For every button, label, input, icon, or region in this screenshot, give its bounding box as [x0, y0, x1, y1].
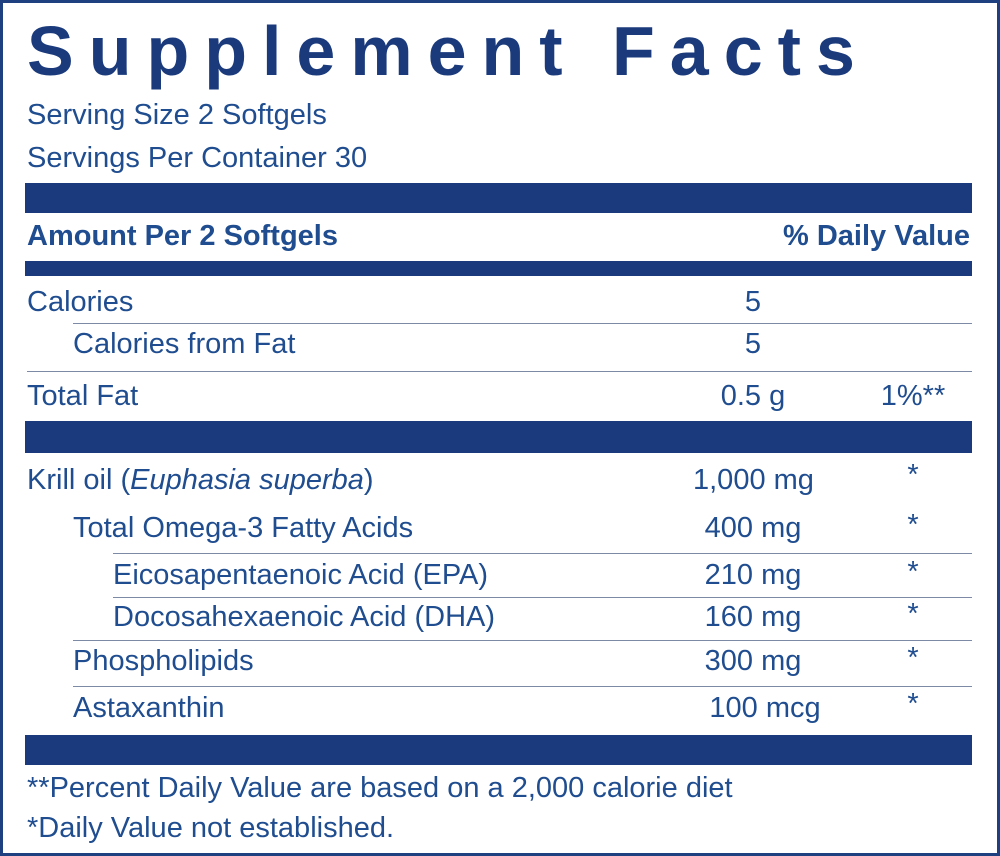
row-amount: 400 mg: [704, 512, 802, 544]
row-name: Total Fat: [27, 380, 139, 412]
row-name: Astaxanthin: [73, 692, 225, 724]
row-daily-value: *: [907, 556, 919, 588]
row-line: [73, 686, 972, 687]
servings-per-container: Servings Per Container 30: [27, 142, 368, 174]
row-name: Docosahexaenoic Acid (DHA): [113, 601, 496, 633]
row-daily-value: 1%**: [880, 380, 946, 412]
row-daily-value: *: [907, 459, 919, 491]
header-daily-value: % Daily Value: [783, 220, 970, 252]
footnote: *Daily Value not established.: [27, 812, 395, 844]
row-amount: 5: [744, 286, 762, 318]
row-name: Calories from Fat: [73, 328, 296, 360]
row-amount: 300 mg: [704, 645, 802, 677]
row-amount: 1,000 mg: [693, 464, 814, 496]
row-name: Total Omega-3 Fatty Acids: [73, 512, 414, 544]
row-line: [27, 371, 972, 372]
row-amount: 0.5 g: [720, 380, 786, 412]
divider-bar: [25, 183, 972, 213]
name-italic: Euphasia superba: [130, 464, 364, 496]
row-daily-value: *: [907, 598, 919, 630]
row-daily-value: *: [907, 688, 919, 720]
row-amount: 100 mcg: [709, 692, 821, 724]
row-daily-value: *: [907, 642, 919, 674]
row-daily-value: *: [907, 509, 919, 541]
row-line: [73, 323, 972, 324]
row-name: Calories: [27, 286, 134, 318]
row-line: [73, 640, 972, 641]
row-amount: 210 mg: [704, 559, 802, 591]
serving-size: Serving Size 2 Softgels: [27, 99, 327, 131]
title: Supplement Facts: [27, 12, 870, 90]
divider-bar: [25, 261, 972, 276]
row-name: Eicosapentaenoic Acid (EPA): [113, 559, 489, 591]
divider-bar: [25, 421, 972, 453]
row-amount: 5: [744, 328, 762, 360]
divider-bar: [25, 735, 972, 765]
name-text: Krill oil (: [27, 464, 131, 496]
row-line: [113, 597, 972, 598]
row-name: Phospholipids: [73, 645, 254, 677]
row-amount: 160 mg: [704, 601, 802, 633]
name-end: ): [363, 464, 374, 496]
row-name: Krill oil (Euphasia superba): [27, 463, 374, 497]
row-line: [113, 553, 972, 554]
footnote: **Percent Daily Value are based on a 2,0…: [27, 772, 733, 804]
header-amount: Amount Per 2 Softgels: [27, 220, 338, 252]
